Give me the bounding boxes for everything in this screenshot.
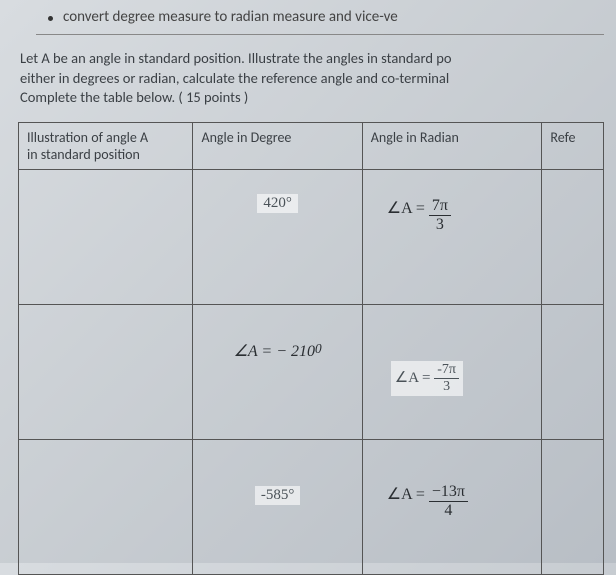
radian-den-1: 3 [429, 216, 451, 233]
header-illustration: Illustration of angle A in standard posi… [19, 122, 193, 169]
degree-value-1: 420° [257, 194, 298, 213]
header-radian: Angle in Radian [362, 122, 542, 169]
angle-table: Illustration of angle A in standard posi… [18, 122, 604, 575]
bullet-text: convert degree measure to radian measure… [63, 8, 398, 26]
cell-reference-2 [542, 304, 604, 439]
instructions-block: Let A be an angle in standard position. … [18, 49, 604, 108]
separator-line [36, 34, 604, 35]
bullet-dot-icon [48, 16, 53, 21]
header-reference: Refe [542, 122, 604, 169]
cell-illustration-3 [19, 439, 193, 574]
bullet-item: convert degree measure to radian measure… [18, 0, 604, 30]
cell-reference-3 [542, 439, 604, 574]
radian-frac-3: −13π 4 [429, 484, 468, 519]
radian-frac-2: -7π 3 [434, 363, 459, 394]
header-degree: Angle in Degree [193, 122, 362, 169]
radian-frac-1: 7π 3 [429, 198, 451, 233]
radian-num-3: −13π [429, 484, 468, 502]
degree-text-2: ∠A = − 210 [234, 341, 315, 361]
radian-num-2: -7π [434, 363, 459, 379]
radian-prefix-3: ∠A = [387, 484, 425, 504]
angle-table-wrap: Illustration of angle A in standard posi… [18, 122, 604, 575]
instruction-line-2: either in degrees or radian, calculate t… [20, 69, 604, 89]
instruction-line-1: Let A be an angle in standard position. … [20, 49, 604, 69]
radian-prefix-2: ∠A = [395, 370, 431, 386]
cell-radian-1: ∠A = 7π 3 [362, 169, 542, 304]
radian-den-2: 3 [434, 379, 459, 394]
radian-prefix-1: ∠A = [387, 198, 425, 218]
radian-num-1: 7π [429, 198, 451, 216]
table-row: ∠A = − 2100 ∠A = -7π 3 [19, 304, 604, 439]
table-row: 420° ∠A = 7π 3 [19, 169, 604, 304]
header-col1-line1: Illustration of angle A [27, 129, 148, 146]
cell-reference-1 [542, 169, 604, 304]
table-row: -585° ∠A = −13π 4 [19, 439, 604, 574]
table-header-row: Illustration of angle A in standard posi… [19, 122, 604, 169]
cell-illustration-1 [19, 169, 193, 304]
cell-radian-3: ∠A = −13π 4 [362, 439, 542, 574]
cell-radian-2: ∠A = -7π 3 [362, 304, 542, 439]
cell-degree-1: 420° [193, 169, 362, 304]
instruction-line-3: Complete the table below. ( 15 points ) [20, 88, 604, 108]
header-col1-line2: in standard position [27, 146, 140, 163]
degree-value-3: -585° [255, 486, 301, 505]
cell-illustration-2 [19, 304, 193, 439]
cell-degree-2: ∠A = − 2100 [193, 304, 362, 439]
cell-degree-3: -585° [193, 439, 362, 574]
degree-sup-2: 0 [315, 341, 322, 357]
radian-den-3: 4 [429, 502, 468, 519]
radian-hw-2: ∠A = -7π 3 [391, 361, 463, 396]
